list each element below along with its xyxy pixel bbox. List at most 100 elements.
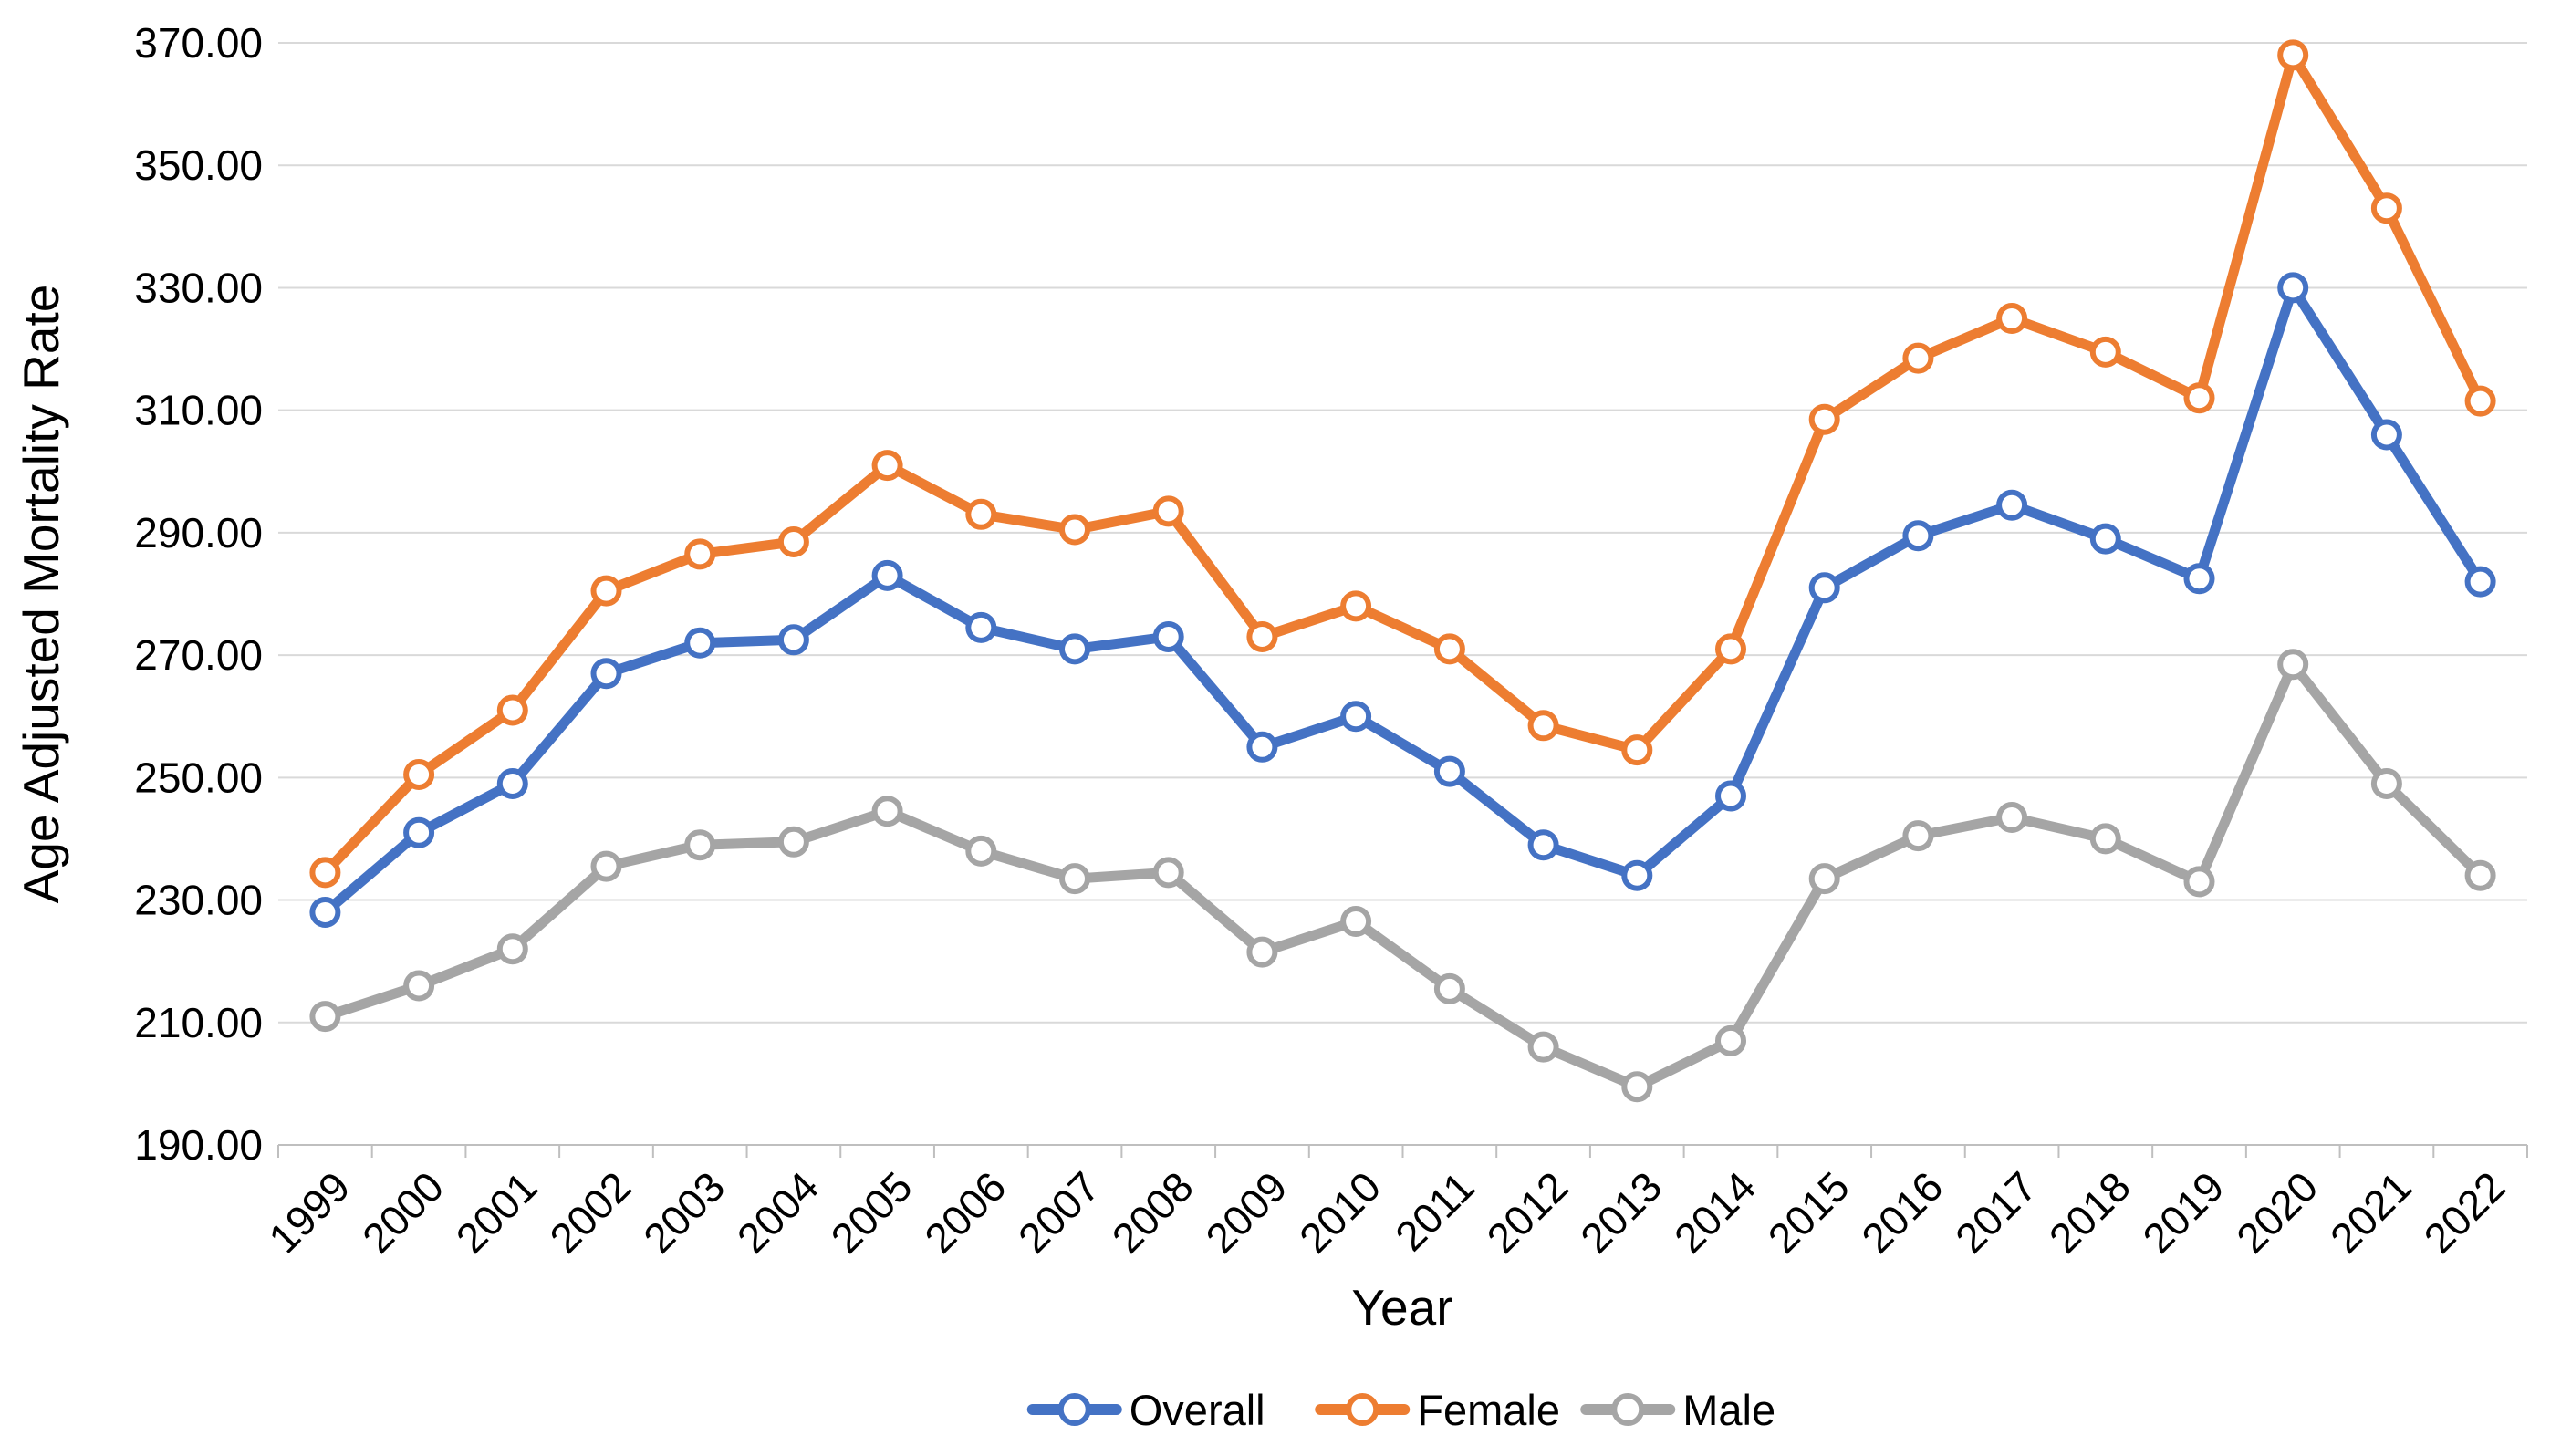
- x-tick-label: 2020: [2227, 1162, 2327, 1262]
- data-point-marker: [1621, 859, 1653, 891]
- data-point-marker: [2370, 768, 2402, 799]
- x-tick-label: 2022: [2415, 1162, 2514, 1262]
- legend-item-female: Female: [1315, 1386, 1560, 1434]
- y-tick-label: 270.00: [134, 631, 263, 679]
- data-point-marker: [1152, 621, 1184, 652]
- data-point-marker: [1996, 489, 2028, 521]
- data-point-marker: [965, 611, 997, 643]
- data-point-marker: [871, 450, 903, 482]
- data-point-marker: [1433, 755, 1465, 787]
- data-point-marker: [1621, 1071, 1653, 1103]
- x-tick-label: 2019: [2133, 1162, 2233, 1262]
- data-series: [309, 39, 2496, 1103]
- y-axis-title: Age Adjusted Mortality Rate: [13, 285, 69, 904]
- data-point-marker: [2183, 563, 2215, 595]
- data-point-marker: [496, 694, 528, 726]
- x-tick-label: 1999: [259, 1162, 359, 1262]
- data-point-marker: [1152, 495, 1184, 527]
- y-tick-label: 370.00: [134, 19, 263, 67]
- data-point-marker: [965, 835, 997, 867]
- data-point-marker: [871, 796, 903, 827]
- data-point-marker: [777, 624, 809, 656]
- x-tick-label: 2004: [728, 1162, 828, 1262]
- data-point-marker: [965, 498, 997, 530]
- data-point-marker: [1246, 936, 1278, 968]
- data-point-marker: [2089, 823, 2121, 855]
- series-male: [309, 649, 2496, 1103]
- data-point-marker: [496, 933, 528, 965]
- data-point-marker: [403, 816, 435, 848]
- y-tick-label: 210.00: [134, 999, 263, 1046]
- data-point-marker: [496, 768, 528, 799]
- x-tick-label: 2003: [634, 1162, 734, 1262]
- data-point-marker: [590, 850, 622, 882]
- data-point-marker: [1340, 701, 1372, 733]
- data-point-marker: [1715, 633, 1746, 665]
- x-tick-label: 2002: [540, 1162, 640, 1262]
- series-line-overall: [319, 282, 2486, 918]
- data-point-marker: [1059, 633, 1090, 665]
- data-point-marker: [2370, 192, 2402, 224]
- x-tick-label: 2017: [1946, 1162, 2046, 1262]
- x-tick-label: 2015: [1759, 1162, 1858, 1262]
- data-point-marker: [2464, 859, 2496, 891]
- data-point-marker: [1902, 342, 1934, 374]
- data-point-marker: [1527, 1031, 1559, 1063]
- data-point-marker: [2277, 649, 2309, 681]
- y-tick-label: 350.00: [134, 141, 263, 189]
- data-point-marker: [1433, 972, 1465, 1004]
- data-point-marker: [1808, 403, 1840, 435]
- data-point-marker: [590, 658, 622, 690]
- data-point-marker: [309, 897, 341, 928]
- x-tick-label: 2000: [353, 1162, 453, 1262]
- data-point-marker: [1996, 802, 2028, 833]
- data-point-marker: [1527, 710, 1559, 742]
- y-tick-label: 290.00: [134, 509, 263, 556]
- y-tick-label: 250.00: [134, 754, 263, 801]
- data-point-marker: [1621, 734, 1653, 766]
- data-point-marker: [2089, 523, 2121, 555]
- data-point-marker: [1715, 1024, 1746, 1056]
- x-tick-label: 2001: [447, 1162, 547, 1262]
- x-tick-label: 2010: [1290, 1162, 1390, 1262]
- data-point-marker: [1902, 520, 1934, 552]
- data-point-marker: [2277, 272, 2309, 304]
- legend-label: Female: [1417, 1386, 1560, 1434]
- series-female: [309, 39, 2496, 889]
- data-point-marker: [403, 970, 435, 1002]
- data-point-marker: [1808, 863, 1840, 895]
- x-tick-label: 2009: [1196, 1162, 1296, 1262]
- data-point-marker: [777, 826, 809, 858]
- x-tick-label: 2018: [2040, 1162, 2139, 1262]
- x-axis-tick-labels: 1999200020012002200320042005200620072008…: [259, 1162, 2514, 1262]
- data-point-marker: [777, 526, 809, 557]
- data-point-marker: [1996, 303, 2028, 334]
- data-point-marker: [2370, 419, 2402, 451]
- legend-label: Overall: [1130, 1386, 1265, 1434]
- data-point-marker: [1340, 906, 1372, 937]
- data-point-marker: [1340, 590, 1372, 622]
- x-tick-label: 2006: [915, 1162, 1015, 1262]
- data-point-marker: [2464, 385, 2496, 417]
- data-point-marker: [2089, 336, 2121, 368]
- data-point-marker: [2183, 866, 2215, 898]
- data-point-marker: [684, 538, 716, 570]
- x-tick-label: 2012: [1477, 1162, 1577, 1262]
- data-point-marker: [2183, 382, 2215, 414]
- x-tick-label: 2005: [822, 1162, 921, 1262]
- legend: Overall Female Male: [1026, 1386, 1775, 1434]
- x-tick-label: 2008: [1103, 1162, 1202, 1262]
- x-tick-label: 2021: [2321, 1162, 2420, 1262]
- data-point-marker: [2277, 39, 2309, 71]
- data-point-marker: [1527, 829, 1559, 861]
- series-line-female: [319, 49, 2486, 878]
- data-point-marker: [1059, 514, 1090, 546]
- y-tick-label: 230.00: [134, 877, 263, 924]
- legend-item-male: Male: [1580, 1386, 1775, 1434]
- data-point-marker: [403, 759, 435, 790]
- legend-marker-circle: [1346, 1393, 1379, 1426]
- data-point-marker: [1152, 857, 1184, 889]
- legend-item-overall: Overall: [1026, 1386, 1265, 1434]
- y-tick-label: 330.00: [134, 264, 263, 311]
- data-point-marker: [871, 559, 903, 591]
